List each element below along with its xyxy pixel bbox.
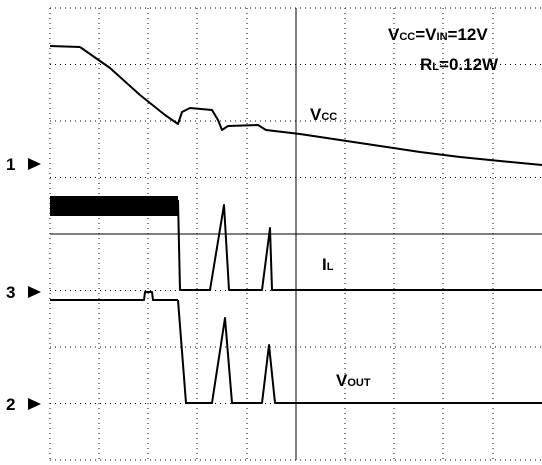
text-part: =0.12W bbox=[439, 55, 499, 74]
text-part: V bbox=[310, 105, 322, 124]
il-trace bbox=[177, 199, 542, 291]
ch3-trace bbox=[50, 291, 178, 301]
text-part: I bbox=[322, 255, 327, 274]
channel-markers: 1 3 2 bbox=[6, 155, 41, 414]
vcc-trace bbox=[79, 46, 542, 166]
text-part: L bbox=[432, 61, 439, 73]
supply-annotation: VCC=VIN=12V bbox=[388, 25, 488, 44]
text-part: OUT bbox=[347, 377, 371, 389]
channel-arrow bbox=[28, 398, 41, 410]
il-trace bbox=[50, 196, 178, 216]
text-part: L bbox=[327, 261, 334, 273]
load-annotation: RL=0.12W bbox=[420, 55, 499, 74]
text-part: R bbox=[420, 55, 432, 74]
text-part: CC bbox=[321, 111, 337, 123]
text-part: V bbox=[388, 25, 400, 44]
channel-arrow bbox=[28, 286, 41, 298]
waveforms bbox=[49, 45, 542, 404]
il-label: IL bbox=[322, 255, 334, 274]
channel-number: 1 bbox=[6, 155, 15, 174]
text-part: IN bbox=[437, 31, 448, 43]
vout-label: VOUT bbox=[336, 371, 371, 390]
channel-number: 2 bbox=[6, 395, 15, 414]
text-part: =V bbox=[415, 25, 437, 44]
channel-arrow bbox=[28, 158, 41, 170]
text-part: V bbox=[336, 371, 348, 390]
text-part: CC bbox=[399, 31, 415, 43]
text-part: =12V bbox=[448, 25, 489, 44]
graticule bbox=[49, 7, 542, 461]
channel-number: 3 bbox=[6, 283, 15, 302]
vout-trace bbox=[177, 299, 542, 404]
vcc-trace bbox=[49, 45, 81, 48]
vcc-label: VCC bbox=[310, 105, 337, 124]
